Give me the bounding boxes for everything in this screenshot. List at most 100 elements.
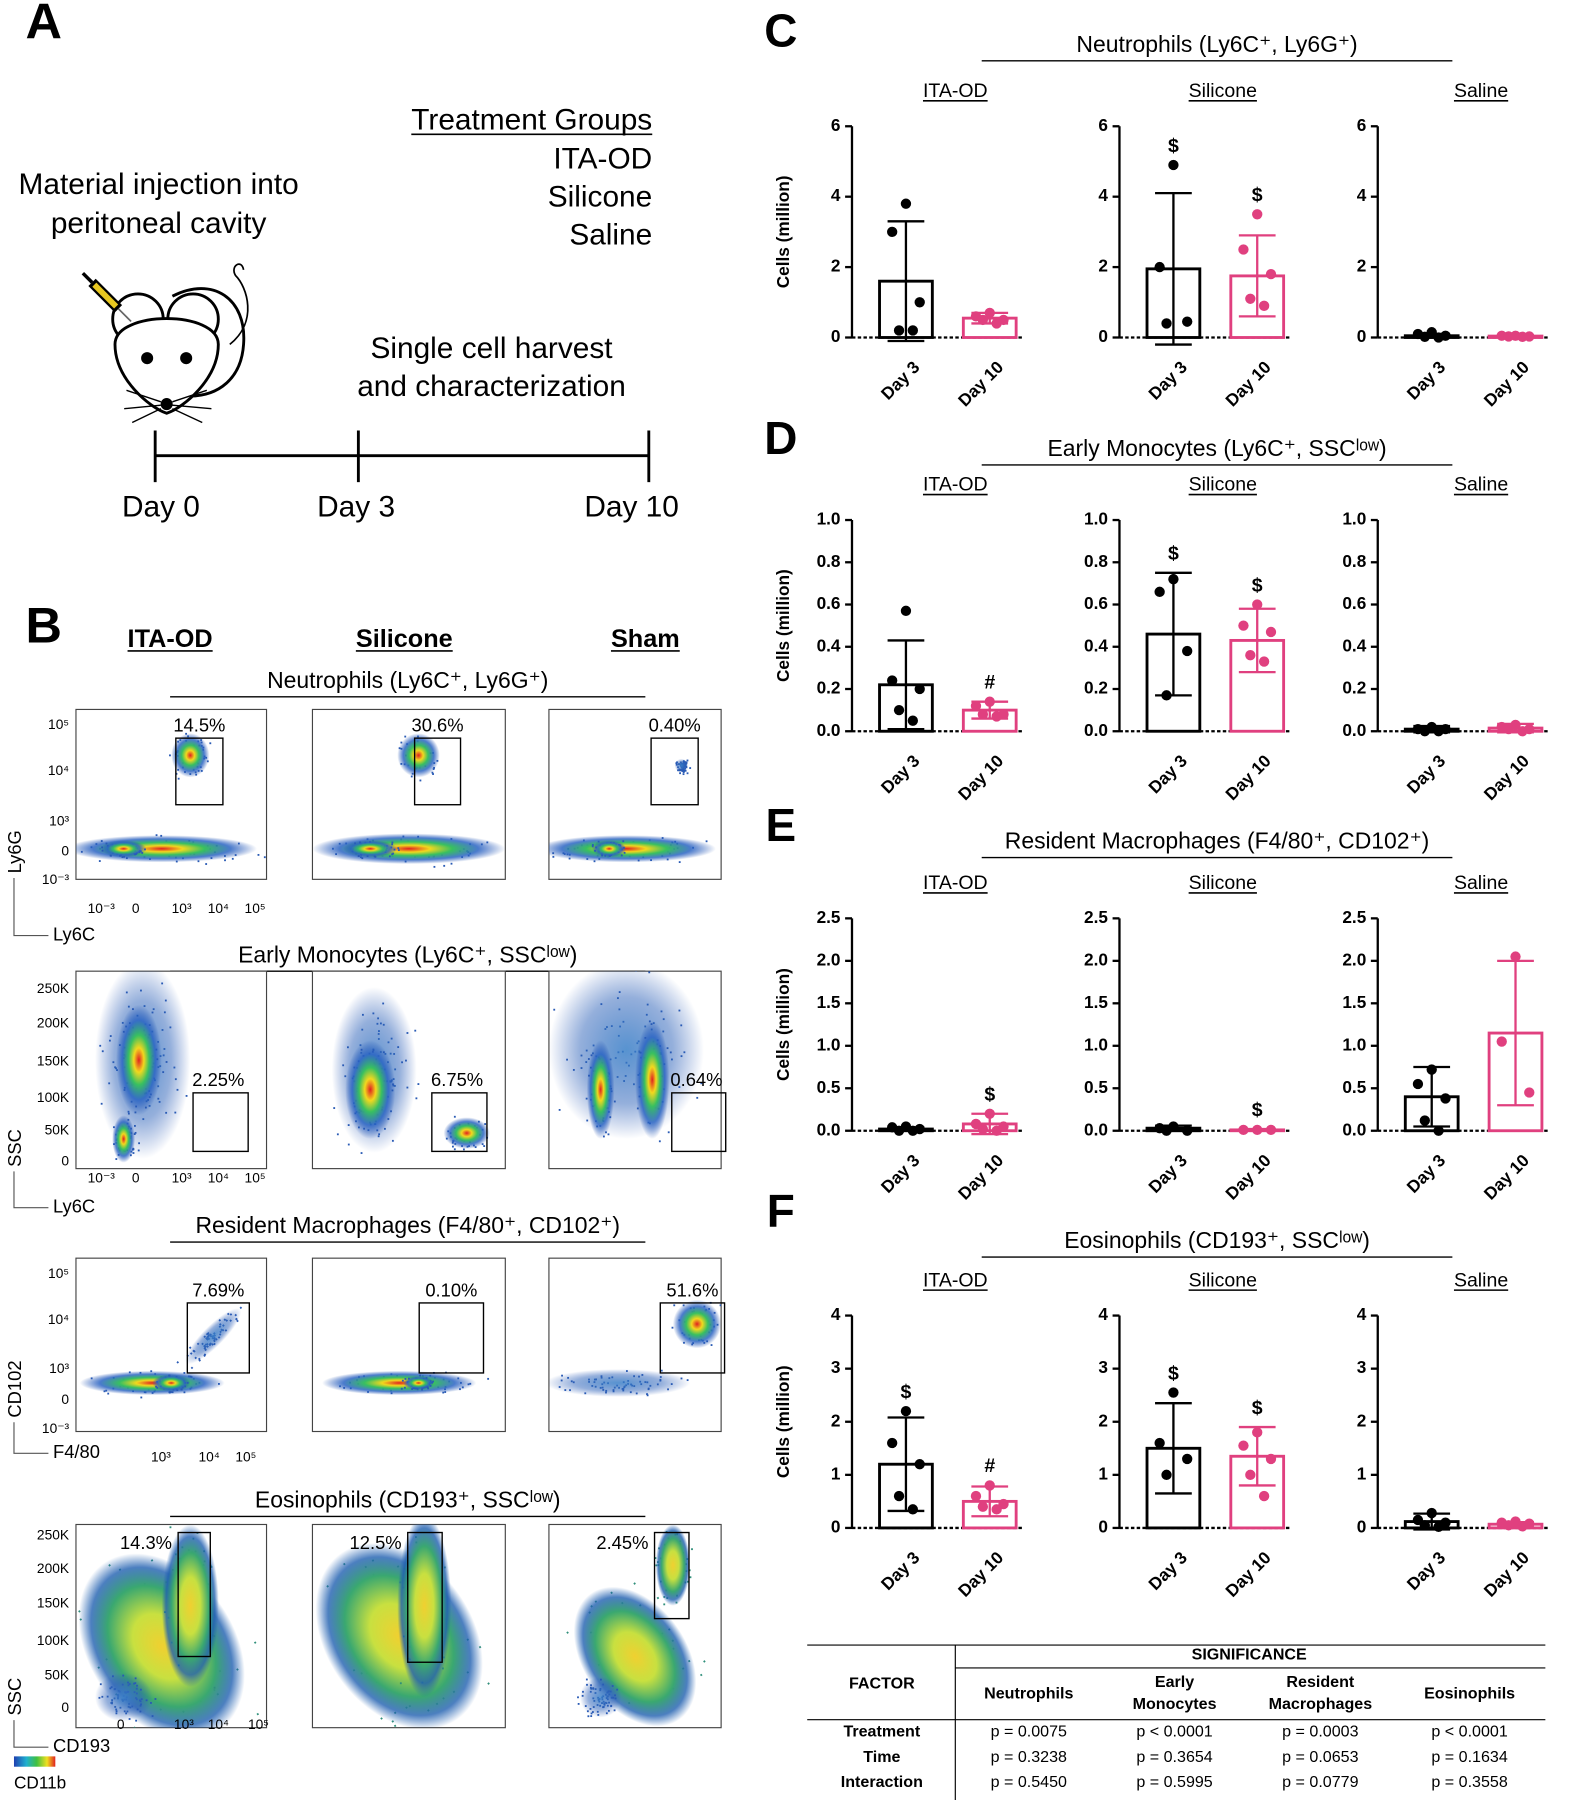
event-dot — [177, 777, 180, 780]
data-point — [1517, 1521, 1528, 1532]
x-tick-label: Day 3 — [1403, 751, 1450, 798]
data-point — [991, 711, 1002, 722]
y-tick-label: 1.0 — [1084, 1034, 1108, 1054]
density-core — [635, 1020, 670, 1140]
y-tick-label: 0.0 — [1342, 720, 1366, 740]
data-point — [1182, 1125, 1193, 1136]
table-column-header: Neutrophils — [984, 1685, 1073, 1703]
data-point — [970, 700, 982, 712]
density-blob — [112, 1110, 137, 1163]
event-dot — [696, 1096, 699, 1099]
density-blob — [635, 1020, 672, 1143]
event-dot — [169, 754, 171, 757]
event-dot — [660, 1369, 663, 1372]
gate — [418, 1302, 485, 1374]
y-tick-label: 4 — [831, 1304, 841, 1324]
gate — [671, 1092, 727, 1153]
y-tick-label: 0.8 — [817, 551, 841, 571]
y-tick-label: 0.5 — [1342, 1077, 1366, 1097]
gate — [650, 737, 699, 806]
data-point — [914, 1459, 925, 1470]
chart-title: Saline — [1454, 80, 1508, 102]
event-dot — [391, 853, 394, 856]
significance-mark: # — [984, 671, 995, 693]
y-axis-label: Cells (million) — [773, 569, 793, 682]
event-dot — [553, 1008, 556, 1011]
gate — [192, 1092, 249, 1153]
density-core — [79, 1370, 225, 1396]
density-core — [345, 1040, 396, 1140]
y-tick-label: 2 — [1357, 256, 1367, 276]
significance-mark: $ — [1252, 1099, 1263, 1121]
event-dot — [679, 772, 681, 775]
error-bar — [887, 220, 925, 343]
significance-mark: $ — [1168, 543, 1179, 565]
density-blob — [176, 1306, 243, 1370]
data-point — [1154, 586, 1165, 598]
data-point — [887, 1437, 898, 1449]
column-header: ITA-OD — [128, 625, 213, 653]
y-tick-label: 2.0 — [817, 949, 841, 969]
density-blob — [342, 1040, 396, 1140]
y-tick-label: 3 — [1357, 1357, 1367, 1377]
data-point — [900, 605, 912, 617]
data-point — [1182, 1453, 1193, 1465]
y-tick-label: 1 — [1098, 1463, 1108, 1483]
panel-label: F — [767, 1185, 795, 1237]
data-point — [1265, 1124, 1277, 1136]
error-bar — [1155, 571, 1192, 697]
event-dot — [689, 1576, 692, 1579]
chart-title: Silicone — [1189, 474, 1257, 496]
density-blob — [161, 1524, 219, 1689]
group-name: Silicone — [548, 180, 652, 213]
y-tick-label: 0.5 — [817, 1077, 841, 1097]
density-core — [397, 733, 440, 778]
gate — [413, 737, 462, 806]
density-core — [548, 1369, 691, 1397]
event-dot — [404, 735, 407, 738]
event-dot — [361, 857, 364, 860]
event-dot — [397, 847, 400, 850]
density-core — [579, 1676, 622, 1718]
event-dot — [127, 1112, 130, 1115]
event-dot — [133, 1726, 136, 1728]
flow-density — [78, 1524, 260, 1728]
gate — [186, 1302, 251, 1374]
timeline-label: Day 3 — [317, 490, 395, 523]
y-tick-label: 0.2 — [1084, 678, 1108, 698]
flow-density — [548, 1299, 722, 1397]
row-heading: Early Monocytes (Ly6C⁺, SSCˡᵒʷ) — [238, 941, 577, 967]
data-point — [887, 675, 898, 686]
density-core — [312, 833, 506, 865]
data-point — [1433, 726, 1444, 737]
mouse-illustration — [111, 263, 249, 424]
flow-y-label: Ly6G — [4, 830, 25, 873]
flow-y-tick: 150K — [37, 1054, 70, 1069]
density-blob — [95, 1672, 157, 1722]
table-header: SIGNIFICANCE — [1192, 1646, 1307, 1664]
flow-density — [548, 971, 704, 1143]
table-cell: p = 0.1634 — [1431, 1748, 1507, 1766]
event-dot — [699, 1673, 703, 1677]
flow-x-tick: 10⁴ — [208, 1171, 229, 1186]
event-dot — [689, 767, 692, 769]
data-point — [1168, 574, 1179, 585]
flow-x-label: Ly6C — [53, 1195, 95, 1216]
density-core — [591, 840, 627, 858]
data-point — [887, 226, 898, 238]
flow-x-label: F4/80 — [53, 1441, 100, 1462]
error-bar — [887, 639, 925, 731]
event-dot — [591, 845, 594, 848]
x-tick-label: Day 3 — [1144, 1150, 1191, 1197]
event-dot — [380, 1717, 383, 1720]
event-dot — [462, 1148, 465, 1151]
event-dot — [309, 847, 311, 849]
event-dot — [155, 834, 158, 837]
chart-title: Saline — [1454, 474, 1508, 496]
event-dot — [302, 1615, 305, 1618]
flow-x-tick: 10⁵ — [235, 1450, 256, 1465]
event-dot — [391, 841, 394, 844]
data-point — [914, 297, 925, 308]
density-core — [112, 1115, 136, 1163]
density-core — [161, 1524, 219, 1688]
